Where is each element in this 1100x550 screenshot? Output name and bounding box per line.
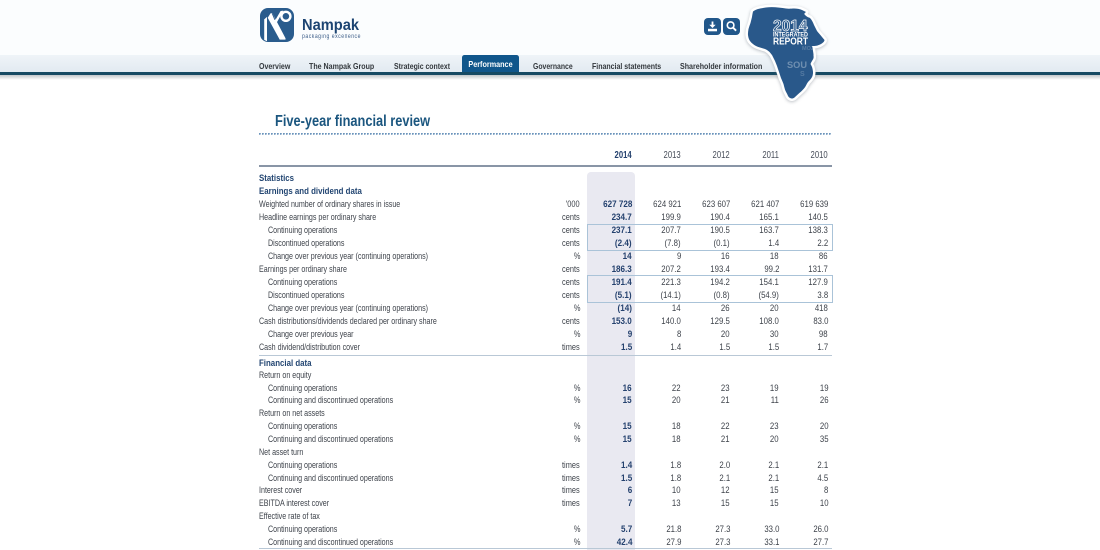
svg-text:2014: 2014	[773, 18, 808, 35]
svg-text:REPORT: REPORT	[773, 36, 808, 48]
svg-text:MOZ: MOZ	[802, 46, 815, 52]
svg-text:S: S	[800, 71, 805, 78]
svg-text:INTEGRATED: INTEGRATED	[773, 32, 808, 39]
svg-text:SOU: SOU	[787, 60, 807, 70]
